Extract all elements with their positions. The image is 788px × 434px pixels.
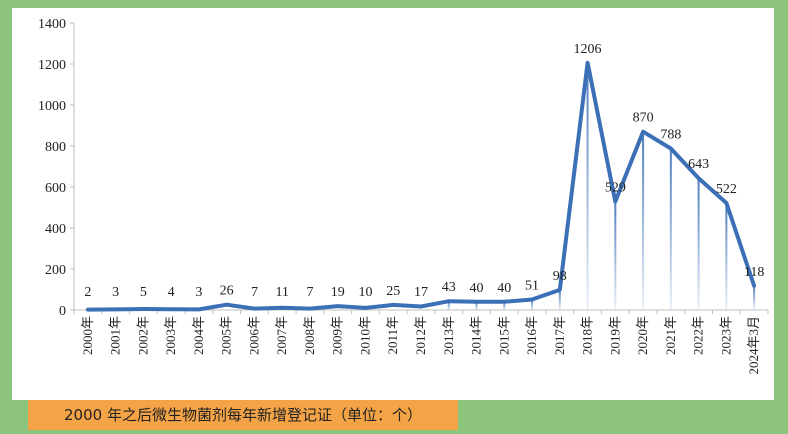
data-point (586, 61, 590, 65)
drop-line (753, 285, 756, 310)
data-point (530, 298, 534, 302)
data-point (391, 303, 395, 307)
drop-line (725, 202, 728, 310)
data-point (363, 306, 367, 310)
x-tick-label: 2019年 (607, 316, 622, 355)
data-label: 17 (414, 285, 428, 300)
data-label: 11 (275, 285, 288, 300)
y-tick-label: 600 (45, 181, 66, 196)
data-point (114, 307, 118, 311)
drop-line (447, 301, 450, 310)
x-tick-label: 2015年 (496, 316, 511, 355)
data-label: 10 (358, 285, 372, 300)
data-point (475, 300, 479, 304)
x-tick-label: 2020年 (635, 316, 650, 355)
x-tick-label: 2023年 (718, 316, 733, 355)
data-point (336, 304, 340, 308)
x-tick-label: 2021年 (663, 316, 678, 355)
data-label: 2 (84, 285, 91, 300)
x-tick-label: 2010年 (357, 316, 372, 355)
data-point (752, 284, 756, 288)
data-point (141, 307, 145, 311)
y-tick-label: 800 (45, 140, 66, 155)
data-label: 26 (220, 284, 234, 299)
data-label: 3 (112, 285, 119, 300)
data-label: 4 (168, 285, 175, 300)
drop-line (558, 289, 561, 310)
data-point (669, 146, 673, 150)
data-label: 43 (442, 280, 456, 295)
data-point (613, 200, 617, 204)
data-point (419, 305, 423, 309)
data-point (252, 307, 256, 311)
data-point (225, 303, 229, 307)
y-tick-label: 1000 (38, 99, 66, 114)
data-label: 51 (525, 279, 539, 294)
data-point (724, 201, 728, 205)
drop-line (475, 301, 478, 310)
data-label: 7 (251, 285, 258, 300)
x-tick-label: 2017年 (552, 316, 567, 355)
x-tick-label: 2024年3月 (746, 316, 761, 375)
data-label: 118 (744, 265, 764, 280)
data-label: 1206 (574, 42, 602, 57)
data-label: 98 (553, 269, 567, 284)
data-label: 643 (688, 157, 709, 172)
x-tick-label: 2002年 (135, 316, 150, 355)
y-tick-label: 200 (45, 263, 66, 278)
data-label: 529 (605, 181, 626, 196)
drop-line (586, 62, 589, 310)
y-tick-label: 1200 (38, 58, 66, 73)
data-label: 25 (386, 284, 400, 299)
chart-panel: 0 200 400 600 800 1000 1200 1400 2000年 2001年 2002年… (12, 8, 774, 400)
x-tick-label: 2018年 (580, 316, 595, 355)
x-tick-label: 2009年 (330, 316, 345, 355)
data-point (197, 307, 201, 311)
data-point (697, 176, 701, 180)
data-point (86, 308, 90, 312)
data-point (169, 307, 173, 311)
x-tick-label: 2007年 (274, 316, 289, 355)
chart-caption: 2000 年之后微生物菌剂每年新增登记证（单位：个） (28, 400, 458, 430)
data-point (558, 288, 562, 292)
x-tick-label: 2011年 (385, 316, 400, 355)
line-chart: 0 200 400 600 800 1000 1200 1400 2000年 2001年 2002年… (38, 17, 769, 375)
x-tick-label: 2004年 (191, 316, 206, 355)
drop-line (669, 148, 672, 310)
data-label: 788 (660, 127, 681, 142)
data-point (280, 306, 284, 310)
x-tick-label: 2006年 (246, 316, 261, 355)
data-label: 19 (331, 285, 345, 300)
drop-line (642, 131, 645, 310)
data-label: 40 (470, 281, 484, 296)
data-point (641, 130, 645, 134)
data-label: 5 (140, 285, 147, 300)
data-point (447, 299, 451, 303)
data-point (502, 300, 506, 304)
x-tick-label: 2013年 (441, 316, 456, 355)
x-tick-label: 2005年 (219, 316, 234, 355)
drop-line (531, 299, 534, 310)
x-tick-label: 2016年 (524, 316, 539, 355)
x-tick-label: 2001年 (108, 316, 123, 355)
data-label: 7 (306, 285, 313, 300)
data-label: 522 (716, 182, 737, 197)
drop-line (503, 301, 506, 310)
x-tick-label: 2003年 (163, 316, 178, 355)
data-point (308, 307, 312, 311)
x-tick-label: 2008年 (302, 316, 317, 355)
series-line (85, 60, 757, 312)
data-label: 870 (633, 111, 654, 126)
x-tick-label: 2014年 (469, 316, 484, 355)
x-tick-label: 2012年 (413, 316, 428, 355)
y-tick-label: 400 (45, 222, 66, 237)
x-tick-label: 2022年 (691, 316, 706, 355)
drop-line (697, 178, 700, 310)
x-tick-label: 2000年 (80, 316, 95, 355)
drop-line (614, 201, 617, 310)
y-tick-label: 1400 (38, 17, 66, 32)
y-tick-label: 0 (59, 304, 66, 319)
data-label: 3 (195, 285, 202, 300)
data-label: 40 (497, 281, 511, 296)
